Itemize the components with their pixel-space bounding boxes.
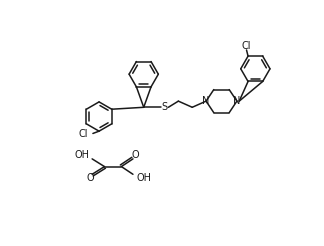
Text: OH: OH xyxy=(74,150,89,160)
Text: O: O xyxy=(86,173,94,183)
Text: Cl: Cl xyxy=(242,41,251,51)
Text: S: S xyxy=(161,102,168,112)
Text: N: N xyxy=(202,96,210,106)
Text: Cl: Cl xyxy=(79,129,88,139)
Text: N: N xyxy=(233,96,241,106)
Text: OH: OH xyxy=(136,173,151,183)
Text: O: O xyxy=(132,150,139,160)
